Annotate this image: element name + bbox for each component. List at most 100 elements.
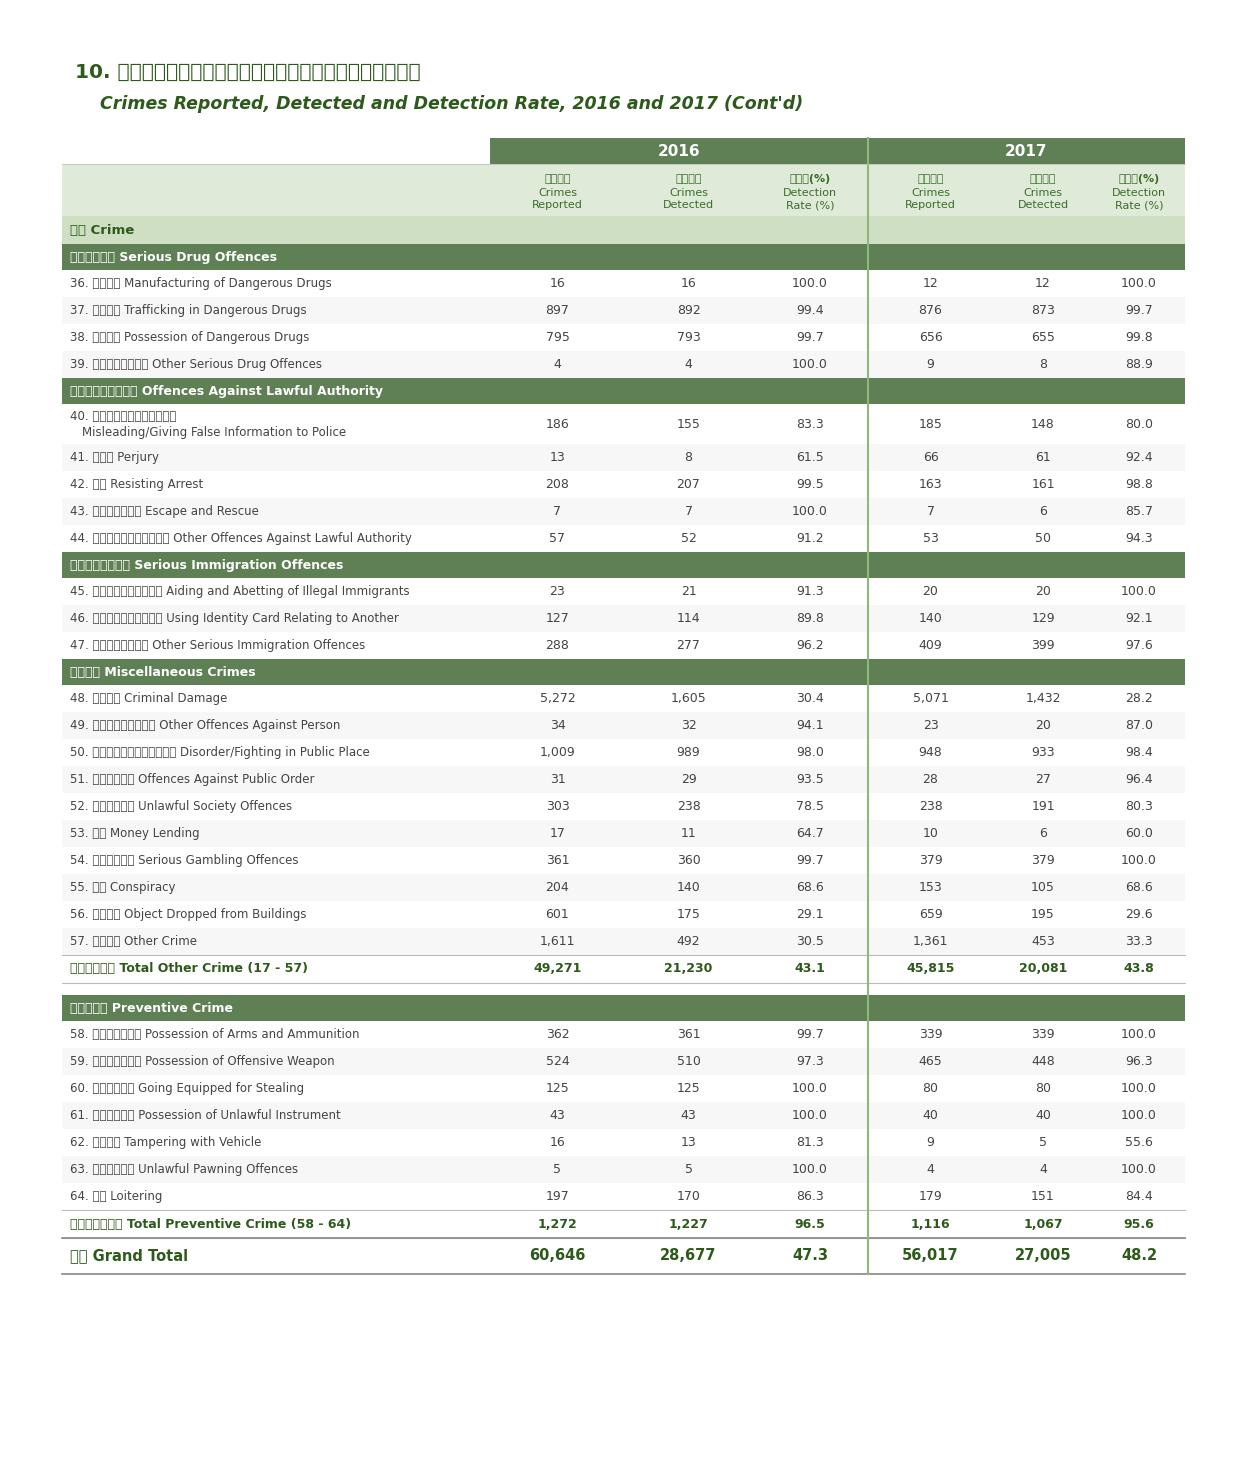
Text: 170: 170	[677, 1191, 701, 1202]
Text: 655: 655	[1032, 332, 1055, 343]
Text: 207: 207	[677, 478, 701, 491]
Text: 453: 453	[1032, 935, 1055, 948]
Text: 破案率(%): 破案率(%)	[1118, 174, 1159, 184]
Bar	[62, 270, 1185, 297]
Bar	[490, 137, 868, 164]
Text: 95.6: 95.6	[1123, 1217, 1154, 1230]
Text: 83.3: 83.3	[796, 418, 823, 431]
Text: 29.6: 29.6	[1125, 907, 1153, 920]
Text: 151: 151	[1032, 1191, 1055, 1202]
Text: 277: 277	[677, 638, 701, 652]
Text: 78.5: 78.5	[796, 801, 825, 812]
Bar	[62, 552, 1185, 579]
Text: 795: 795	[546, 332, 569, 343]
Text: 合計 Grand Total: 合計 Grand Total	[69, 1249, 188, 1264]
Bar	[62, 351, 1185, 378]
Text: 41. 發假讓 Perjury: 41. 發假讓 Perjury	[69, 451, 159, 465]
Text: 9: 9	[926, 358, 935, 371]
Text: Reported: Reported	[905, 200, 956, 210]
Text: 34: 34	[549, 719, 565, 732]
Text: 破案數字: 破案數字	[676, 174, 702, 184]
Text: 44. 其他違背合法權力的罪行 Other Offences Against Lawful Authority: 44. 其他違背合法權力的罪行 Other Offences Against L…	[69, 532, 412, 545]
Text: 33.3: 33.3	[1125, 935, 1153, 948]
Text: 98.0: 98.0	[796, 747, 823, 760]
Text: 55.6: 55.6	[1125, 1137, 1153, 1148]
Text: 23: 23	[923, 719, 939, 732]
Text: 20: 20	[1035, 584, 1052, 598]
Text: 28: 28	[923, 773, 939, 786]
Bar	[62, 1156, 1185, 1183]
Text: 防範性罪案總計 Total Preventive Crime (58 - 64): 防範性罪案總計 Total Preventive Crime (58 - 64)	[69, 1217, 351, 1230]
Text: 60. 身懷盜竊工具 Going Equipped for Stealing: 60. 身懷盜竊工具 Going Equipped for Stealing	[69, 1083, 304, 1094]
Text: Crimes: Crimes	[538, 188, 577, 199]
Text: 7: 7	[684, 506, 692, 519]
Text: 1,605: 1,605	[671, 693, 707, 706]
Text: 27,005: 27,005	[1014, 1249, 1071, 1264]
Text: 57. 其他罪案 Other Crime: 57. 其他罪案 Other Crime	[69, 935, 197, 948]
Text: 155: 155	[677, 418, 701, 431]
Bar	[62, 955, 1185, 983]
Text: 448: 448	[1032, 1055, 1055, 1068]
Bar	[62, 444, 1185, 470]
Text: 99.7: 99.7	[796, 332, 823, 343]
Text: 13: 13	[549, 451, 565, 465]
Text: 62. 干擾車輋 Tampering with Vehicle: 62. 干擾車輋 Tampering with Vehicle	[69, 1137, 262, 1148]
Text: 7: 7	[553, 506, 562, 519]
Text: 873: 873	[1032, 304, 1055, 317]
Text: 47. 其他嚴重入境罪行 Other Serious Immigration Offences: 47. 其他嚴重入境罪行 Other Serious Immigration O…	[69, 638, 366, 652]
Text: 28,677: 28,677	[661, 1249, 717, 1264]
Bar	[62, 1237, 1185, 1274]
Text: 66: 66	[923, 451, 939, 465]
Bar	[62, 244, 1185, 270]
Bar	[62, 820, 1185, 847]
Text: 656: 656	[919, 332, 942, 343]
Bar	[62, 164, 1185, 216]
Text: 48. 刑事毀壞 Criminal Damage: 48. 刑事毀壞 Criminal Damage	[69, 693, 227, 706]
Text: 238: 238	[919, 801, 942, 812]
Text: 40: 40	[1035, 1109, 1052, 1122]
Text: 40: 40	[923, 1109, 939, 1122]
Text: 21,230: 21,230	[665, 963, 713, 976]
Text: 97.3: 97.3	[796, 1055, 823, 1068]
Text: 100.0: 100.0	[792, 506, 828, 519]
Text: 45. 協助及教唠非法入境者 Aiding and Abetting of Illegal Immigrants: 45. 協助及教唠非法入境者 Aiding and Abetting of Il…	[69, 584, 409, 598]
Text: 99.7: 99.7	[796, 1029, 823, 1042]
Bar	[62, 405, 1185, 444]
Text: 4: 4	[1039, 1163, 1047, 1176]
Text: 492: 492	[677, 935, 701, 948]
Text: 179: 179	[919, 1191, 942, 1202]
Text: 361: 361	[677, 1029, 701, 1042]
Text: 4: 4	[926, 1163, 935, 1176]
Text: 4: 4	[684, 358, 692, 371]
Text: 20,081: 20,081	[1019, 963, 1068, 976]
Text: 89.8: 89.8	[796, 612, 823, 625]
Text: 88.9: 88.9	[1125, 358, 1153, 371]
Text: 12: 12	[923, 278, 939, 289]
Text: 50. 在公眾地方行為不檢／打鬥 Disorder/Fighting in Public Place: 50. 在公眾地方行為不檢／打鬥 Disorder/Fighting in Pu…	[69, 747, 370, 760]
Text: 52: 52	[681, 532, 697, 545]
Text: Crimes Reported, Detected and Detection Rate, 2016 and 2017 (Cont'd): Crimes Reported, Detected and Detection …	[100, 95, 804, 112]
Bar	[62, 1210, 1185, 1237]
Text: 36. 製煉毒品 Manufacturing of Dangerous Drugs: 36. 製煉毒品 Manufacturing of Dangerous Drug…	[69, 278, 332, 289]
Bar	[62, 579, 1185, 605]
Text: 948: 948	[919, 747, 942, 760]
Text: 5: 5	[1039, 1137, 1047, 1148]
Bar	[62, 1021, 1185, 1048]
Text: 876: 876	[919, 304, 942, 317]
Bar	[868, 137, 1185, 164]
Text: 雜項罪案 Miscellaneous Crimes: 雜項罪案 Miscellaneous Crimes	[69, 666, 255, 678]
Text: 46. 使用屬於他人的身份證 Using Identity Card Relating to Another: 46. 使用屬於他人的身份證 Using Identity Card Relat…	[69, 612, 399, 625]
Text: 38. 藏有毒品 Possession of Dangerous Drugs: 38. 藏有毒品 Possession of Dangerous Drugs	[69, 332, 309, 343]
Text: 17: 17	[549, 827, 565, 840]
Text: 93.5: 93.5	[796, 773, 823, 786]
Text: 100.0: 100.0	[792, 1163, 828, 1176]
Text: 99.8: 99.8	[1125, 332, 1153, 343]
Text: 80: 80	[923, 1083, 939, 1094]
Bar	[62, 995, 1185, 1021]
Text: 91.2: 91.2	[796, 532, 823, 545]
Text: 153: 153	[919, 881, 942, 894]
Text: 510: 510	[677, 1055, 701, 1068]
Text: 8: 8	[684, 451, 692, 465]
Text: 57: 57	[549, 532, 565, 545]
Text: 989: 989	[677, 747, 701, 760]
